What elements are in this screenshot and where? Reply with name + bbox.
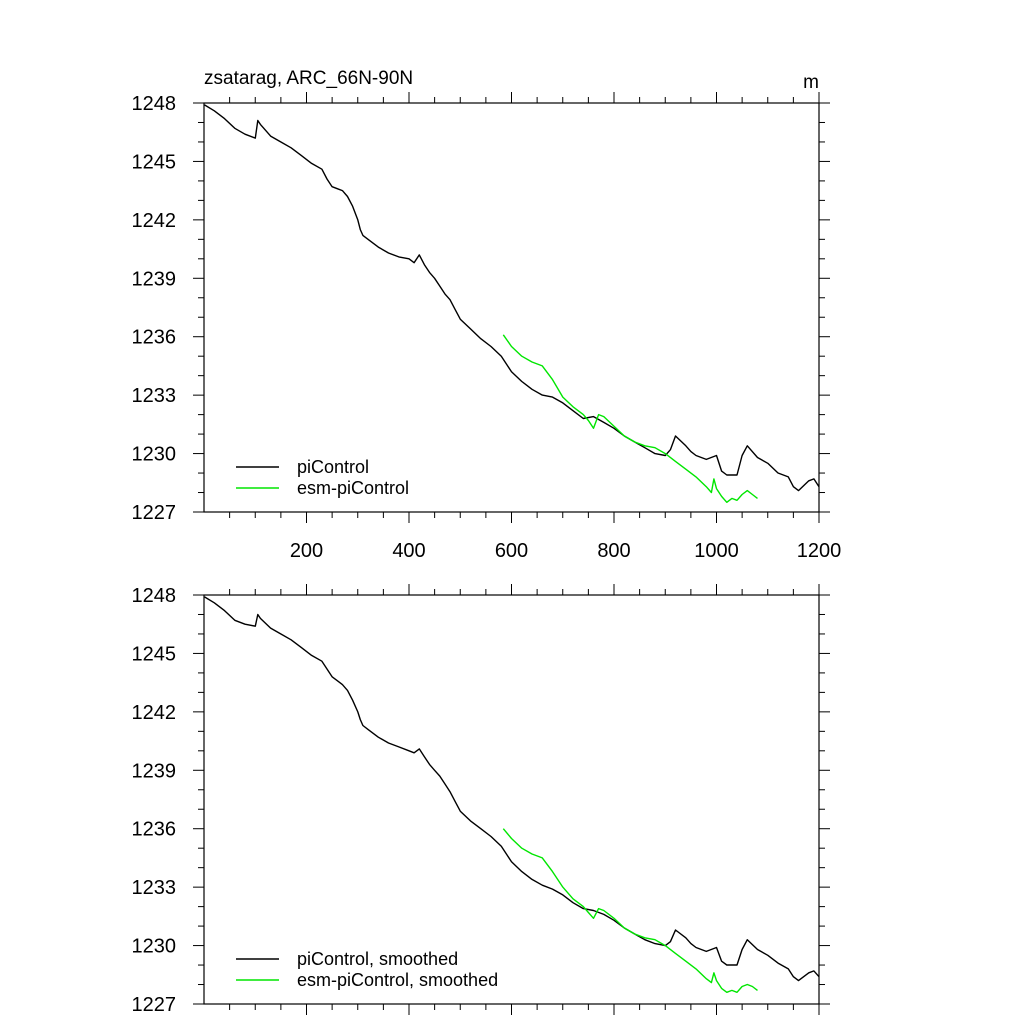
y-tick-label: 1230 bbox=[132, 936, 177, 958]
left-title: zsatarag, ARC_66N-90N bbox=[204, 68, 413, 89]
y-tick-label: 1236 bbox=[132, 327, 177, 349]
y-tick-label: 1245 bbox=[132, 643, 177, 665]
right-title: m bbox=[803, 72, 819, 93]
x-tick-label: 1200 bbox=[797, 540, 842, 562]
y-tick-label: 1233 bbox=[132, 877, 177, 899]
x-tick-label: 1000 bbox=[694, 540, 739, 562]
series-line-picontrol bbox=[204, 596, 820, 982]
y-tick-label: 1242 bbox=[132, 210, 177, 232]
bottom-panel: 1227 1230 1233 1236 1239 1242 1245 1248 piContro… bbox=[132, 584, 830, 1016]
series-line-esm-picontrol bbox=[502, 334, 758, 503]
y-tick-label: 1227 bbox=[132, 994, 177, 1016]
x-tick-label: 800 bbox=[597, 540, 630, 562]
y-tick-label: 1236 bbox=[132, 819, 177, 841]
x-tick-label: 400 bbox=[392, 540, 425, 562]
legend-label: piControl, smoothed bbox=[297, 949, 458, 969]
legend-label: esm-piControl bbox=[297, 478, 409, 498]
legend-label: esm-piControl, smoothed bbox=[297, 970, 498, 990]
y-tick-label: 1233 bbox=[132, 385, 177, 407]
legend-label: piControl bbox=[297, 457, 369, 477]
series-line-picontrol bbox=[204, 104, 820, 492]
y-tick-label: 1227 bbox=[132, 502, 177, 524]
top-panel: 1227 1230 1233 1236 1239 1242 1245 1248 200 400 60… bbox=[132, 92, 842, 562]
series-line-esm-picontrol bbox=[502, 828, 758, 993]
plot-frame bbox=[203, 102, 820, 513]
y-tick-label: 1239 bbox=[132, 268, 177, 290]
x-tick-label: 600 bbox=[495, 540, 528, 562]
y-tick-label: 1239 bbox=[132, 760, 177, 782]
y-tick-label: 1248 bbox=[132, 585, 177, 607]
y-tick-label: 1245 bbox=[132, 151, 177, 173]
y-tick-label: 1248 bbox=[132, 93, 177, 115]
y-tick-label: 1242 bbox=[132, 702, 177, 724]
y-tick-label: 1230 bbox=[132, 444, 177, 466]
plot-frame bbox=[203, 594, 820, 1005]
x-tick-label: 200 bbox=[290, 540, 323, 562]
